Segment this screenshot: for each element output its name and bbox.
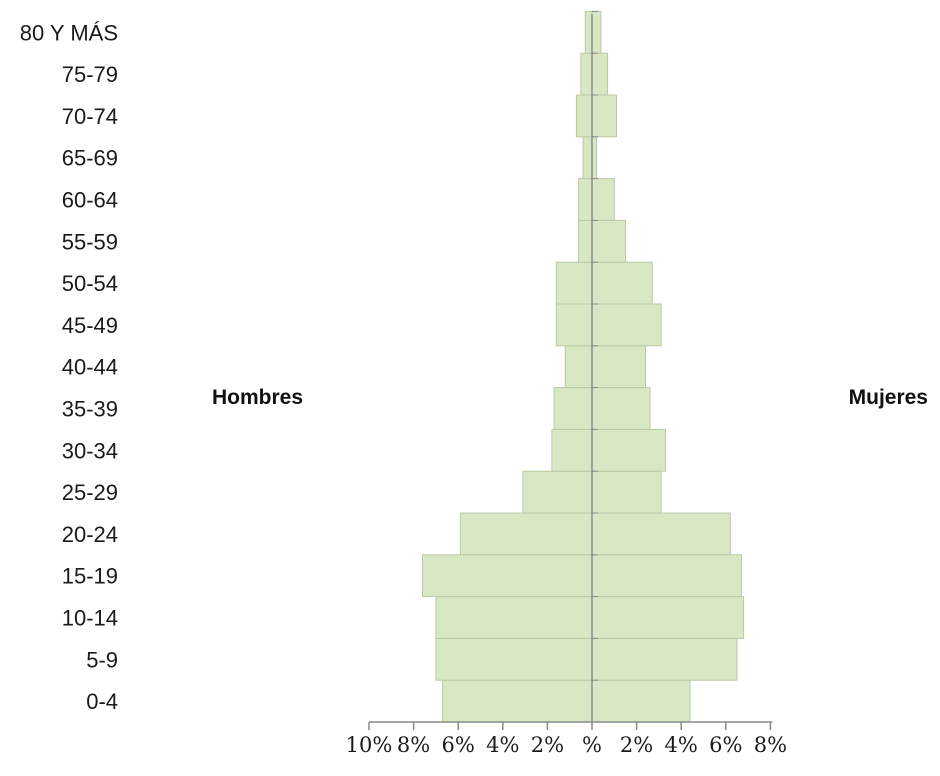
bar-mujeres-5 <box>591 470 662 514</box>
bar-hombres-13 <box>582 136 593 180</box>
bar-hombres-14 <box>575 94 593 138</box>
bar-hombres-12 <box>578 178 593 221</box>
y-tick-label: 0-4 <box>86 689 118 714</box>
bars-group <box>422 10 745 723</box>
bar-mujeres-3 <box>591 554 742 598</box>
bar-mujeres-6 <box>591 428 667 472</box>
y-tick-label: 50-54 <box>62 271 118 296</box>
y-tick-label: 65-69 <box>62 146 118 171</box>
bar-mujeres-11 <box>591 219 626 263</box>
bar-hombres-1 <box>435 637 593 681</box>
y-tick-label: 35-39 <box>62 397 118 422</box>
bar-mujeres-14 <box>591 94 617 138</box>
y-tick-label: 55-59 <box>62 229 118 254</box>
x-tick-label: 8% <box>754 733 787 757</box>
bar-hombres-11 <box>578 219 593 263</box>
x-tick-label: 8% <box>397 733 430 757</box>
series-label-mujeres: Mujeres <box>849 386 928 409</box>
bar-mujeres-9 <box>591 303 662 347</box>
bar-mujeres-1 <box>591 637 738 681</box>
y-tick-label: 15-19 <box>62 564 118 589</box>
bar-hombres-0 <box>442 679 593 723</box>
bar-mujeres-15 <box>591 52 609 96</box>
series-labels: Hombres Mujeres <box>212 386 928 409</box>
x-tick-label: 6% <box>442 733 475 757</box>
x-tick-label: 10% <box>346 733 393 757</box>
x-tick-label: % <box>582 733 602 757</box>
y-tick-label: 5-9 <box>86 647 118 672</box>
series-label-hombres: Hombres <box>212 386 303 409</box>
x-tick-label: 4% <box>665 733 698 757</box>
y-tick-label: 70-74 <box>62 104 118 129</box>
y-tick-label: 20-24 <box>62 522 118 547</box>
y-tick-label: 45-49 <box>62 313 118 338</box>
bar-hombres-7 <box>553 387 593 430</box>
bar-mujeres-0 <box>591 679 691 723</box>
x-tick-label: 2% <box>531 733 564 757</box>
bar-hombres-6 <box>551 428 593 472</box>
bar-mujeres-12 <box>591 178 615 221</box>
x-tick-label: 2% <box>620 733 653 757</box>
y-tick-label: 30-34 <box>62 438 118 463</box>
bar-mujeres-4 <box>591 512 731 556</box>
bar-mujeres-8 <box>591 345 646 389</box>
bar-hombres-8 <box>564 345 593 389</box>
y-tick-label: 80 Y MÁS <box>20 20 118 45</box>
y-tick-label: 10-14 <box>62 606 118 631</box>
x-tick-labels: 10% 8% 6% 4% 2%% 2% 4% 6% 8% <box>346 733 787 757</box>
bar-mujeres-7 <box>591 387 651 430</box>
bar-mujeres-16 <box>591 10 602 54</box>
y-tick-label: 25-29 <box>62 480 118 505</box>
x-tick-label: 6% <box>709 733 742 757</box>
bar-hombres-10 <box>555 261 593 305</box>
bar-hombres-5 <box>522 470 593 514</box>
y-tick-label: 60-64 <box>62 188 118 213</box>
y-tick-labels: 0-4 5-9 10-14 15-19 20-24 25-29 30-34 35-39 40-4… <box>20 20 118 714</box>
bar-hombres-16 <box>584 10 593 54</box>
y-tick-label: 75-79 <box>62 62 118 87</box>
bar-mujeres-10 <box>591 261 653 305</box>
bar-mujeres-2 <box>591 596 745 639</box>
bar-hombres-4 <box>459 512 593 556</box>
bar-hombres-2 <box>435 596 593 639</box>
x-tick-label: 4% <box>486 733 519 757</box>
bar-hombres-9 <box>555 303 593 347</box>
bar-hombres-15 <box>580 52 593 96</box>
y-tick-label: 40-44 <box>62 355 118 380</box>
bar-hombres-3 <box>422 554 593 598</box>
axes-group <box>368 10 773 730</box>
